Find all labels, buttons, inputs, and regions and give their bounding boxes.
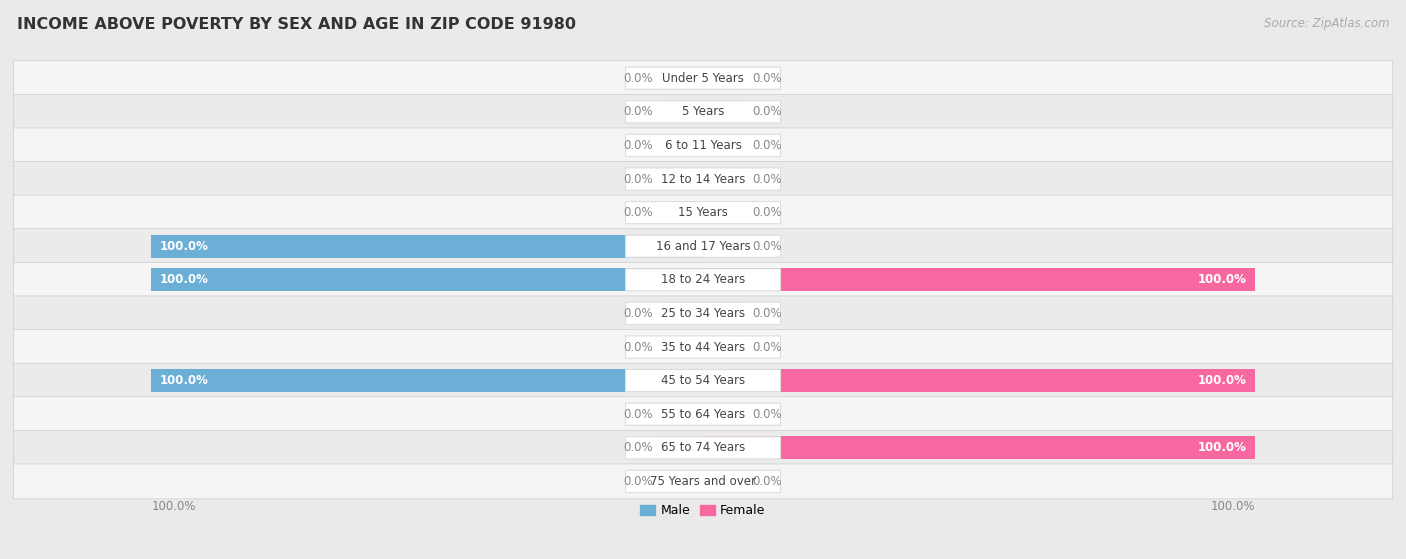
Text: Source: ZipAtlas.com: Source: ZipAtlas.com: [1264, 17, 1389, 30]
Bar: [659, 168, 703, 191]
FancyBboxPatch shape: [626, 269, 780, 291]
Bar: [703, 403, 747, 425]
Bar: [659, 67, 703, 89]
Bar: [703, 235, 747, 258]
Text: 0.0%: 0.0%: [624, 72, 654, 85]
Text: 100.0%: 100.0%: [1198, 441, 1246, 454]
Text: 25 to 34 Years: 25 to 34 Years: [661, 307, 745, 320]
FancyBboxPatch shape: [13, 94, 1393, 129]
Text: 100.0%: 100.0%: [160, 240, 208, 253]
Text: 0.0%: 0.0%: [752, 105, 782, 119]
Bar: [659, 403, 703, 425]
Text: 0.0%: 0.0%: [624, 105, 654, 119]
Bar: [152, 369, 703, 392]
Text: 100.0%: 100.0%: [1211, 500, 1254, 513]
Text: 15 Years: 15 Years: [678, 206, 728, 219]
Text: 0.0%: 0.0%: [624, 475, 654, 488]
FancyBboxPatch shape: [626, 134, 780, 157]
Text: 0.0%: 0.0%: [752, 72, 782, 85]
FancyBboxPatch shape: [13, 330, 1393, 364]
Text: 0.0%: 0.0%: [752, 475, 782, 488]
Text: 35 to 44 Years: 35 to 44 Years: [661, 340, 745, 353]
Bar: [703, 168, 747, 191]
FancyBboxPatch shape: [13, 430, 1393, 465]
Text: 0.0%: 0.0%: [624, 139, 654, 152]
Text: 0.0%: 0.0%: [624, 206, 654, 219]
Text: 6 to 11 Years: 6 to 11 Years: [665, 139, 741, 152]
Text: 0.0%: 0.0%: [752, 307, 782, 320]
Text: 100.0%: 100.0%: [160, 273, 208, 286]
FancyBboxPatch shape: [13, 464, 1393, 499]
Text: 18 to 24 Years: 18 to 24 Years: [661, 273, 745, 286]
Text: 0.0%: 0.0%: [624, 173, 654, 186]
FancyBboxPatch shape: [626, 336, 780, 358]
Text: 12 to 14 Years: 12 to 14 Years: [661, 173, 745, 186]
Text: 0.0%: 0.0%: [624, 340, 654, 353]
Text: 100.0%: 100.0%: [160, 374, 208, 387]
Text: 100.0%: 100.0%: [1198, 374, 1246, 387]
Bar: [703, 134, 747, 157]
Bar: [659, 134, 703, 157]
Bar: [659, 335, 703, 358]
FancyBboxPatch shape: [13, 397, 1393, 432]
Text: Under 5 Years: Under 5 Years: [662, 72, 744, 85]
Bar: [659, 437, 703, 459]
Text: 0.0%: 0.0%: [624, 441, 654, 454]
FancyBboxPatch shape: [13, 363, 1393, 398]
Text: 0.0%: 0.0%: [752, 139, 782, 152]
FancyBboxPatch shape: [13, 61, 1393, 96]
FancyBboxPatch shape: [626, 403, 780, 425]
FancyBboxPatch shape: [13, 162, 1393, 196]
Text: 0.0%: 0.0%: [752, 240, 782, 253]
Text: 0.0%: 0.0%: [752, 173, 782, 186]
Text: 0.0%: 0.0%: [752, 340, 782, 353]
Text: 0.0%: 0.0%: [624, 307, 654, 320]
Text: 100.0%: 100.0%: [152, 500, 195, 513]
FancyBboxPatch shape: [626, 369, 780, 392]
FancyBboxPatch shape: [626, 302, 780, 325]
Bar: [659, 101, 703, 123]
Text: 75 Years and over: 75 Years and over: [650, 475, 756, 488]
FancyBboxPatch shape: [626, 437, 780, 459]
Text: INCOME ABOVE POVERTY BY SEX AND AGE IN ZIP CODE 91980: INCOME ABOVE POVERTY BY SEX AND AGE IN Z…: [17, 17, 576, 32]
Text: 45 to 54 Years: 45 to 54 Years: [661, 374, 745, 387]
Bar: [659, 302, 703, 325]
FancyBboxPatch shape: [626, 470, 780, 492]
Bar: [659, 201, 703, 224]
Text: 0.0%: 0.0%: [752, 206, 782, 219]
FancyBboxPatch shape: [13, 262, 1393, 297]
Bar: [703, 268, 1254, 291]
FancyBboxPatch shape: [13, 296, 1393, 331]
Bar: [703, 369, 1254, 392]
FancyBboxPatch shape: [13, 128, 1393, 163]
Text: 100.0%: 100.0%: [1198, 273, 1246, 286]
FancyBboxPatch shape: [626, 67, 780, 89]
Text: 16 and 17 Years: 16 and 17 Years: [655, 240, 751, 253]
FancyBboxPatch shape: [626, 235, 780, 257]
Bar: [703, 437, 1254, 459]
Bar: [703, 201, 747, 224]
Text: 0.0%: 0.0%: [624, 408, 654, 421]
Bar: [703, 335, 747, 358]
FancyBboxPatch shape: [626, 168, 780, 190]
Text: 0.0%: 0.0%: [752, 408, 782, 421]
Text: 5 Years: 5 Years: [682, 105, 724, 119]
Bar: [703, 302, 747, 325]
Bar: [703, 67, 747, 89]
Bar: [659, 470, 703, 493]
FancyBboxPatch shape: [13, 195, 1393, 230]
Bar: [152, 235, 703, 258]
Bar: [152, 268, 703, 291]
Text: 65 to 74 Years: 65 to 74 Years: [661, 441, 745, 454]
FancyBboxPatch shape: [626, 101, 780, 123]
Text: 55 to 64 Years: 55 to 64 Years: [661, 408, 745, 421]
Bar: [703, 470, 747, 493]
FancyBboxPatch shape: [13, 229, 1393, 264]
Bar: [703, 101, 747, 123]
FancyBboxPatch shape: [626, 202, 780, 224]
Legend: Male, Female: Male, Female: [636, 499, 770, 522]
